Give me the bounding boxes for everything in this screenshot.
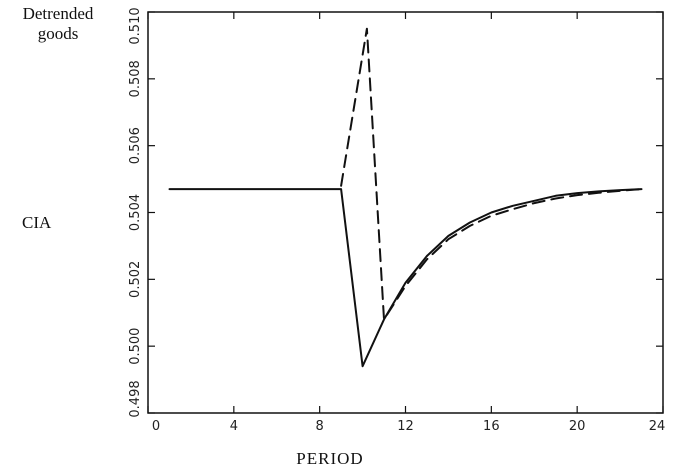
plot-frame <box>147 11 664 414</box>
y-tick-label: 0.502 <box>128 261 143 298</box>
y-tick-label: 0.500 <box>128 328 143 365</box>
model-label: CIA <box>22 213 52 232</box>
x-axis: 0 4 8 12 16 20 24 <box>147 12 666 434</box>
y-tick-label: 0.504 <box>128 194 143 231</box>
y-tick-label: 0.510 <box>128 7 143 44</box>
y-tick-label: 0.498 <box>128 380 143 417</box>
chart-title-line2: goods <box>37 24 79 43</box>
x-axis-label: PERIOD <box>296 449 363 468</box>
x-tick-label: 20 <box>569 419 586 434</box>
x-tick-label: 0 <box>152 419 160 434</box>
chart-title: Detrended goods <box>8 4 108 44</box>
series-line-dashed <box>340 27 643 321</box>
y-tick-label: 0.506 <box>128 127 143 164</box>
y-tick-label: 0.508 <box>128 60 143 97</box>
chart-title-line1: Detrended <box>22 4 94 23</box>
x-tick-label: 4 <box>230 419 238 434</box>
x-tick-label: 24 <box>649 419 666 434</box>
x-tick-label: 16 <box>483 419 500 434</box>
x-tick-label: 8 <box>316 419 324 434</box>
x-tick-label: 12 <box>397 419 414 434</box>
series-line-solid <box>168 188 643 368</box>
series-layer <box>168 27 643 368</box>
y-axis: 0.498 0.500 0.502 0.504 0.506 0.508 0.510 <box>128 7 663 418</box>
